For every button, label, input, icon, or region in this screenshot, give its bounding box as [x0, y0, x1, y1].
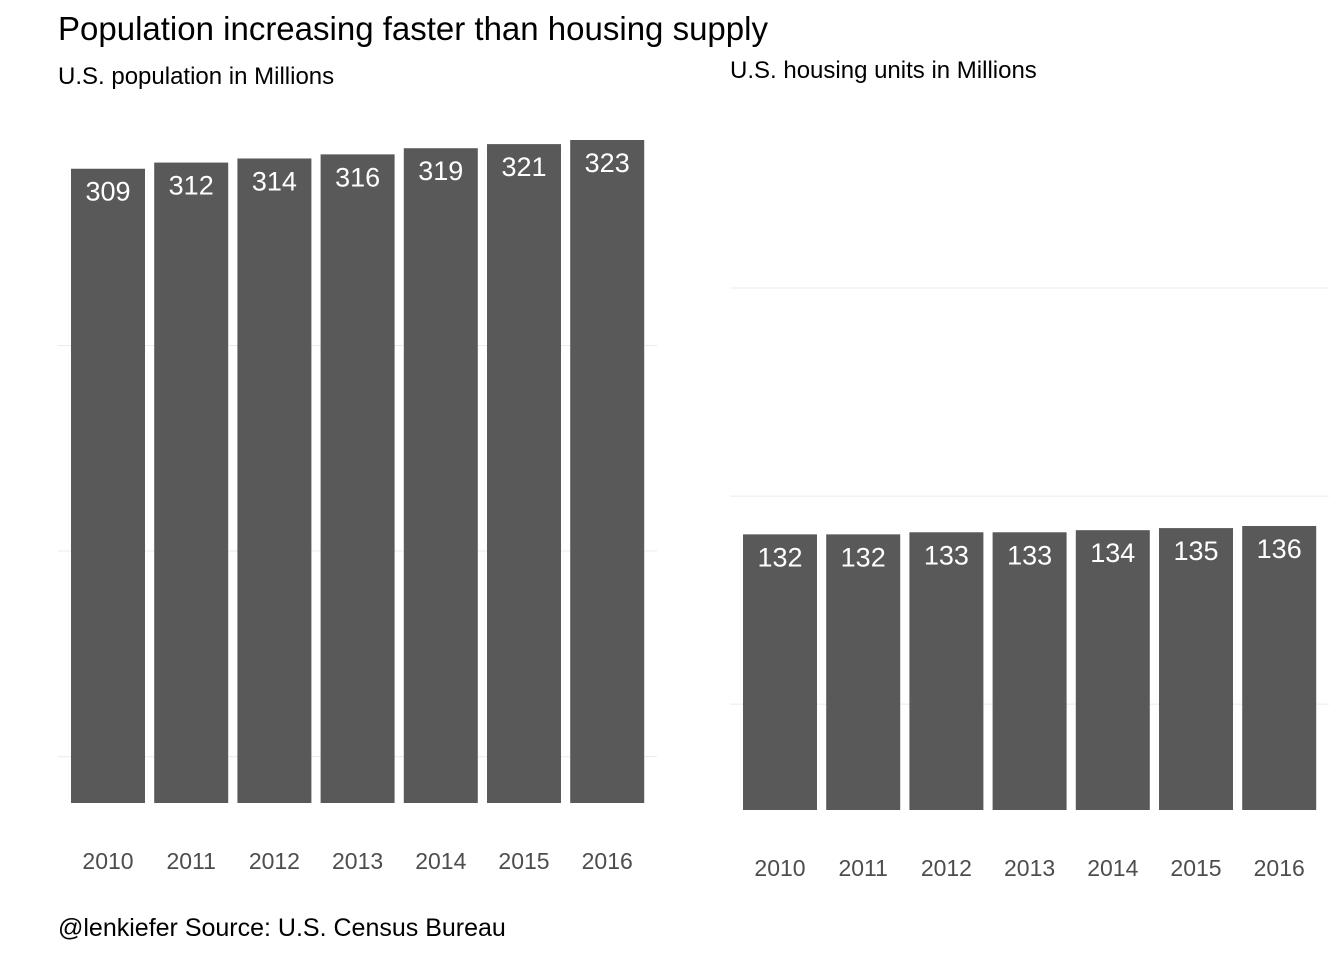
population-subtitle: U.S. population in Millions [58, 63, 334, 90]
housing-value-label-2014: 134 [1090, 538, 1135, 568]
housing-bar-2011 [826, 534, 901, 810]
population-x-tick-2013: 2013 [332, 848, 383, 874]
population-x-tick-2011: 2011 [166, 848, 215, 874]
housing-bar-2014 [1075, 530, 1150, 810]
housing-value-label-2015: 135 [1173, 536, 1218, 566]
housing-value-label-2011: 132 [841, 542, 886, 572]
housing-bar-2016 [1242, 526, 1317, 810]
population-bar-2010 [71, 168, 145, 804]
housing-x-tick-2015: 2015 [1170, 855, 1221, 881]
housing-subtitle: U.S. housing units in Millions [730, 57, 1037, 84]
population-value-label-2015: 321 [501, 152, 546, 182]
population-bar-2013 [320, 154, 395, 804]
population-bar-2011 [154, 162, 229, 803]
housing-bar-2013 [992, 532, 1067, 810]
housing-bar-2012 [909, 532, 984, 810]
population-x-tick-2016: 2016 [582, 848, 633, 874]
housing-value-label-2016: 136 [1257, 534, 1302, 564]
housing-x-tick-2010: 2010 [754, 855, 805, 881]
chart-title: Population increasing faster than housin… [58, 10, 768, 47]
housing-x-tick-2013: 2013 [1004, 855, 1055, 881]
population-value-label-2016: 323 [585, 148, 630, 178]
housing-value-label-2010: 132 [757, 542, 802, 572]
population-x-tick-2010: 2010 [82, 848, 133, 874]
population-bar-2012 [237, 158, 312, 803]
housing-x-tick-2012: 2012 [921, 855, 972, 881]
chart-caption: @lenkiefer Source: U.S. Census Bureau [58, 914, 506, 942]
population-bar-2016 [570, 140, 645, 803]
housing-x-tick-2016: 2016 [1254, 855, 1305, 881]
housing-x-tick-2014: 2014 [1087, 855, 1138, 881]
population-value-label-2013: 316 [335, 162, 380, 192]
housing-bar-2010 [743, 534, 817, 810]
population-value-label-2012: 314 [252, 166, 297, 196]
population-value-label-2014: 319 [418, 156, 463, 186]
housing-bar-2015 [1159, 528, 1233, 810]
population-x-tick-2012: 2012 [249, 848, 300, 874]
population-bar-2015 [487, 144, 561, 803]
population-value-label-2010: 309 [85, 177, 130, 207]
population-x-tick-2015: 2015 [498, 848, 549, 874]
population-x-tick-2014: 2014 [415, 848, 466, 874]
housing-value-label-2012: 133 [924, 540, 969, 570]
population-value-label-2011: 312 [169, 171, 214, 201]
population-panel: U.S. population in Millions 309 2010 312 201… [58, 63, 657, 874]
housing-panel: U.S. housing units in Millions 132 2010 132… [730, 57, 1329, 881]
population-bar-2014 [403, 148, 478, 804]
housing-x-tick-2011: 2011 [838, 855, 887, 881]
housing-value-label-2013: 133 [1007, 540, 1052, 570]
